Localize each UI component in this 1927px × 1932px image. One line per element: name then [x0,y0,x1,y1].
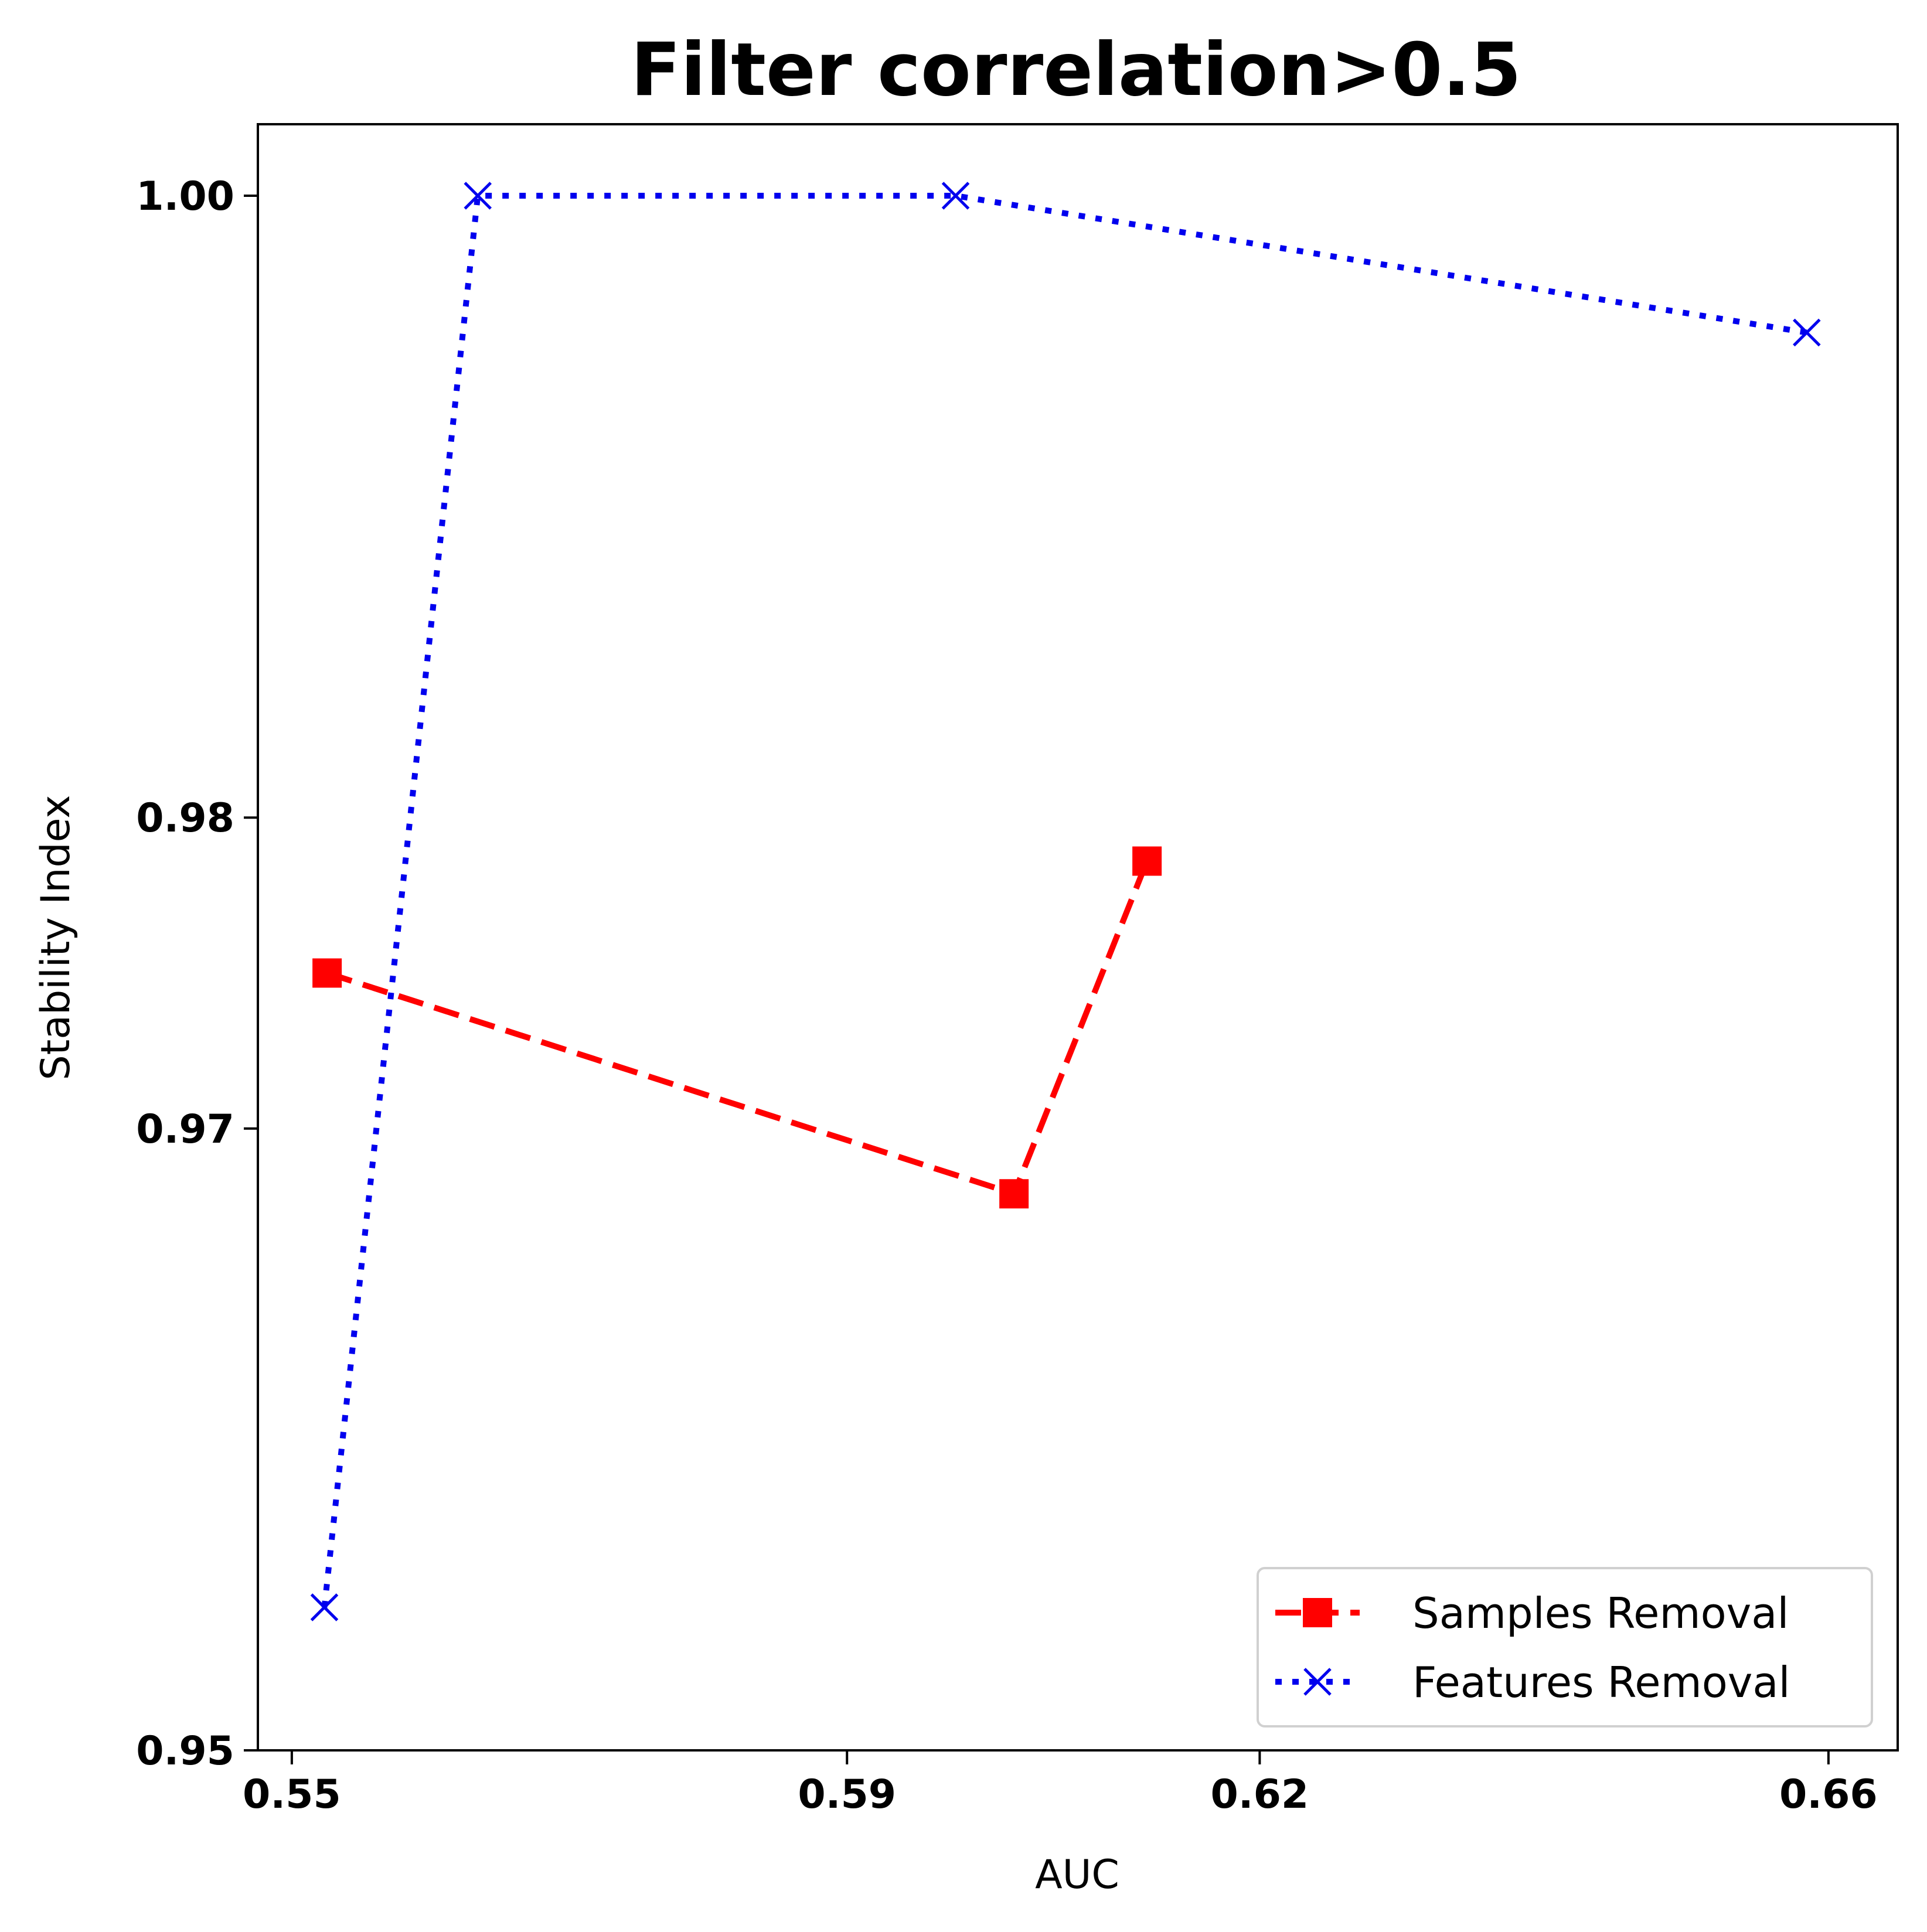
x-tick-label: 0.62 [1210,1771,1309,1818]
series-layer [310,182,1821,1621]
y-tick-label: 0.97 [136,1106,234,1153]
x-axis-label: AUC [1035,1852,1119,1898]
chart-title: Filter correlation>0.5 [631,28,1521,113]
legend-label-1: Samples Removal [1412,1589,1789,1638]
series-1-point [312,958,342,988]
legend-box [1257,1567,1873,1727]
legend: Samples Removal Features Removal [1257,1567,1873,1727]
y-tick-label: 0.95 [136,1728,234,1774]
plot-frame [257,123,1899,1752]
legend-entries: Samples Removal Features Removal [1275,1589,1790,1707]
y-axis-label: Stability Index [33,795,79,1080]
y-axis: 0.95 0.97 0.98 1.00 [136,173,258,1774]
series-2-point [1793,318,1821,347]
x-tick-label: 0.55 [243,1771,341,1818]
y-tick-label: 1.00 [136,173,234,220]
series-1-point [999,1179,1029,1209]
y-tick-label: 0.98 [136,795,234,841]
legend-marker-2 [1303,1668,1332,1696]
legend-label-2: Features Removal [1412,1658,1790,1707]
series-2-point [310,1593,339,1621]
series-2-point [464,182,492,210]
legend-marker-1 [1303,1598,1332,1627]
x-tick-label: 0.66 [1779,1771,1878,1818]
x-tick-label: 0.59 [798,1771,896,1818]
series-2-point [941,182,970,210]
series-1-point [1132,846,1162,876]
x-axis: 0.55 0.59 0.62 0.66 [243,1750,1878,1818]
series-line-2 [321,193,1807,1608]
